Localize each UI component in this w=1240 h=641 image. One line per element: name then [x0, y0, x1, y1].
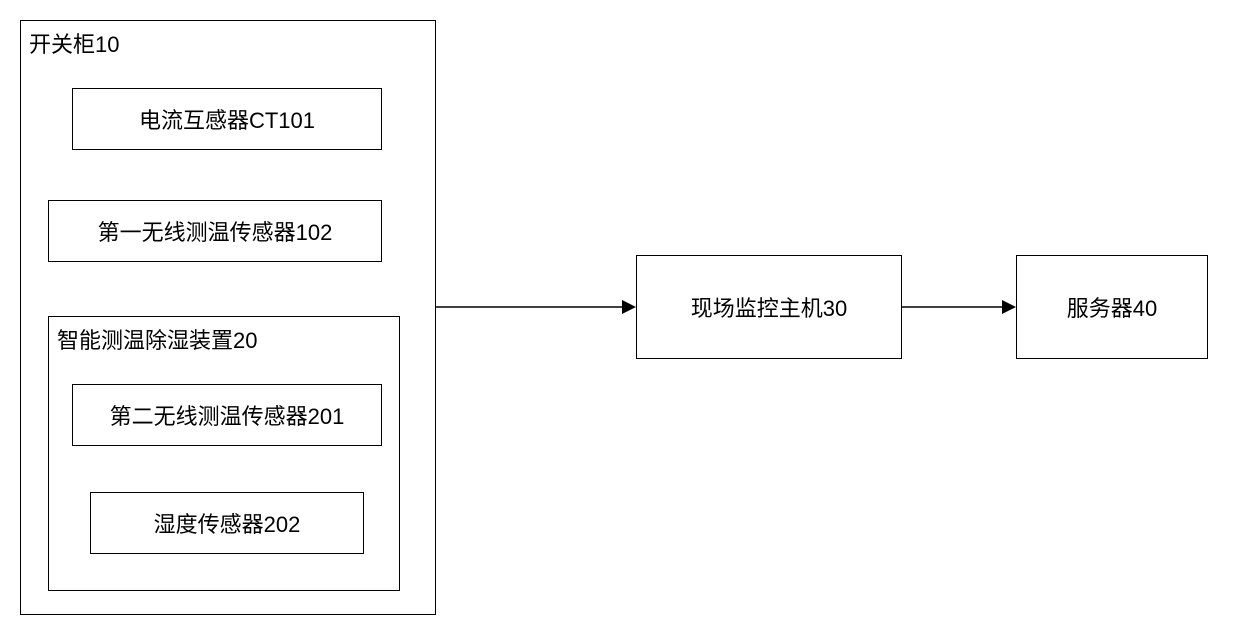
sensor2-box: 第二无线测温传感器201 [72, 384, 382, 446]
host-label: 现场监控主机30 [637, 291, 901, 323]
sensor1-label: 第一无线测温传感器102 [49, 215, 381, 247]
cabinet-label: 开关柜10 [29, 27, 119, 59]
humidity-box: 湿度传感器202 [90, 492, 364, 554]
host-box: 现场监控主机30 [636, 255, 902, 359]
server-box: 服务器40 [1016, 255, 1208, 359]
device20-label: 智能测温除湿装置20 [57, 323, 257, 355]
ct-label: 电流互感器CT101 [73, 103, 381, 135]
humidity-label: 湿度传感器202 [91, 507, 363, 539]
arrow-cabinet-to-host [436, 295, 636, 319]
arrow-host-to-server [902, 295, 1016, 319]
server-label: 服务器40 [1017, 291, 1207, 323]
sensor1-box: 第一无线测温传感器102 [48, 200, 382, 262]
ct-box: 电流互感器CT101 [72, 88, 382, 150]
sensor2-label: 第二无线测温传感器201 [73, 399, 381, 431]
